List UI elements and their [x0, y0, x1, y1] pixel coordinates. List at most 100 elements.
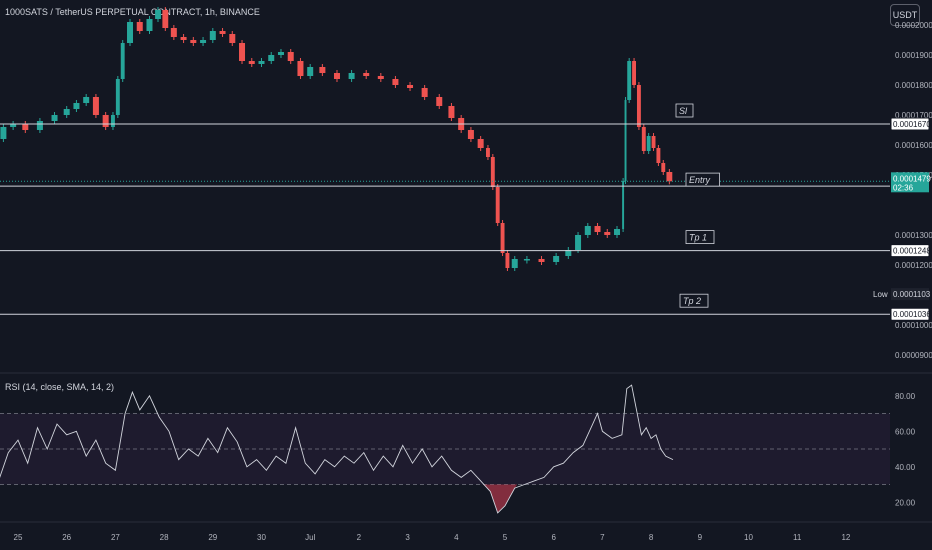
candle-body	[333, 73, 340, 79]
candle-body	[155, 10, 161, 19]
candle-body	[146, 19, 153, 31]
price-axis-tick: 0.0001300	[895, 231, 932, 240]
time-axis-tick: 12	[841, 533, 850, 542]
time-axis-tick: 3	[405, 533, 410, 542]
candle-body	[92, 97, 99, 115]
candle-body	[407, 85, 414, 88]
candle-body	[575, 235, 582, 250]
candle-body	[258, 61, 265, 64]
candle-body	[651, 136, 656, 148]
candle-body	[604, 232, 611, 235]
candle-body	[248, 61, 255, 64]
candle-body	[200, 40, 207, 43]
level-label-text: Tp 1	[689, 233, 707, 243]
candle-body	[505, 253, 510, 268]
level-price-tag-text: 0.0001248	[893, 247, 931, 256]
price-axis-tick: 0.0001200	[895, 261, 932, 270]
candle-body	[641, 127, 646, 151]
candle-body	[632, 61, 637, 85]
level-label-text: Entry	[689, 175, 711, 185]
time-axis-tick: 10	[744, 533, 753, 542]
rsi-line	[0, 384, 674, 514]
level-price-tag-bg	[890, 307, 930, 321]
chart-title: 1000SATS / TetherUS PERPETUAL CONTRACT, …	[5, 7, 260, 17]
candle-body	[622, 181, 625, 229]
rsi-axis-tick: 20.00	[895, 498, 916, 507]
candle-body	[136, 22, 143, 31]
level-price-tag-text: 0.0001670	[893, 120, 931, 129]
time-axis-tick: 4	[454, 533, 459, 542]
candle-body	[584, 226, 591, 235]
level-price-tag-bg	[890, 117, 930, 131]
candle-body	[627, 61, 632, 100]
candle-body	[287, 52, 294, 61]
level-label-box	[679, 293, 709, 308]
candle-body	[666, 172, 673, 182]
time-axis-tick: 6	[551, 533, 556, 542]
level-label-text: Sl	[679, 106, 688, 116]
level-price-tag-4: 0.0001036	[890, 307, 931, 321]
level-label-box	[685, 172, 720, 187]
currency-button[interactable]: USDT	[890, 4, 920, 26]
candle-body	[436, 97, 443, 106]
candle-body	[661, 163, 666, 172]
candle-body	[363, 73, 370, 76]
price-axis-tick: 0.0001800	[895, 81, 932, 90]
low-marker-tag	[891, 288, 929, 301]
candle-body	[500, 223, 505, 253]
level-label-1: Sl	[675, 103, 694, 118]
price-axis-tick: 0.0001900	[895, 51, 932, 60]
candle-body	[36, 121, 43, 130]
time-axis-tick: 26	[62, 533, 71, 542]
level-price-tag-3: 0.0001248	[890, 244, 931, 258]
candle-body	[448, 106, 455, 118]
candle-body	[229, 34, 236, 43]
price-axis-tick: 0.0000900	[895, 351, 932, 360]
level-price-tag-1: 0.0001670	[890, 117, 931, 131]
candle-body	[538, 259, 545, 262]
candle-body	[511, 259, 518, 268]
candle-body	[614, 229, 621, 235]
price-axis-tick: 0.0002000	[895, 21, 932, 30]
countdown-value: 02:36	[893, 183, 914, 192]
current-price-tag	[891, 172, 929, 193]
candle-body	[319, 67, 326, 73]
candle-body	[307, 67, 314, 76]
time-axis-tick: 11	[793, 533, 802, 542]
time-axis-tick: 2	[357, 533, 362, 542]
candle-body	[467, 130, 474, 139]
level-label-2: Entry	[685, 172, 720, 187]
candle-body	[377, 76, 384, 79]
time-axis-tick: 29	[208, 533, 217, 542]
candle-body	[268, 55, 275, 61]
candle-body	[297, 61, 304, 76]
candle-body	[239, 43, 246, 61]
current-price-value: 0.0001479	[893, 174, 931, 183]
level-price-tag-bg	[890, 244, 930, 258]
rsi-oversold-fill	[483, 484, 518, 513]
candle-body	[180, 37, 187, 40]
level-price-tag-text: 0.0001036	[893, 310, 931, 319]
candle-body	[22, 124, 29, 130]
candle-body	[392, 79, 399, 85]
candle-body	[63, 109, 70, 115]
rsi-axis-tick: 40.00	[895, 463, 916, 472]
candle-body	[219, 31, 226, 34]
candle-body	[162, 10, 169, 28]
rsi-title: RSI (14, close, SMA, 14, 2)	[5, 382, 115, 392]
candle-body	[170, 28, 177, 37]
candle-body	[277, 52, 284, 55]
level-label-box	[685, 230, 715, 245]
level-label-text: Tp 2	[683, 296, 701, 306]
candle-body	[51, 115, 58, 121]
candle-body	[0, 127, 7, 139]
candle-body	[624, 100, 627, 181]
candle-body	[120, 43, 125, 79]
candle-body	[495, 187, 500, 223]
price-axis-tick: 0.0001600	[895, 141, 932, 150]
candle-body	[73, 103, 80, 109]
candle-body	[477, 139, 484, 148]
time-axis-tick: 27	[111, 533, 120, 542]
candle-body	[565, 250, 572, 256]
